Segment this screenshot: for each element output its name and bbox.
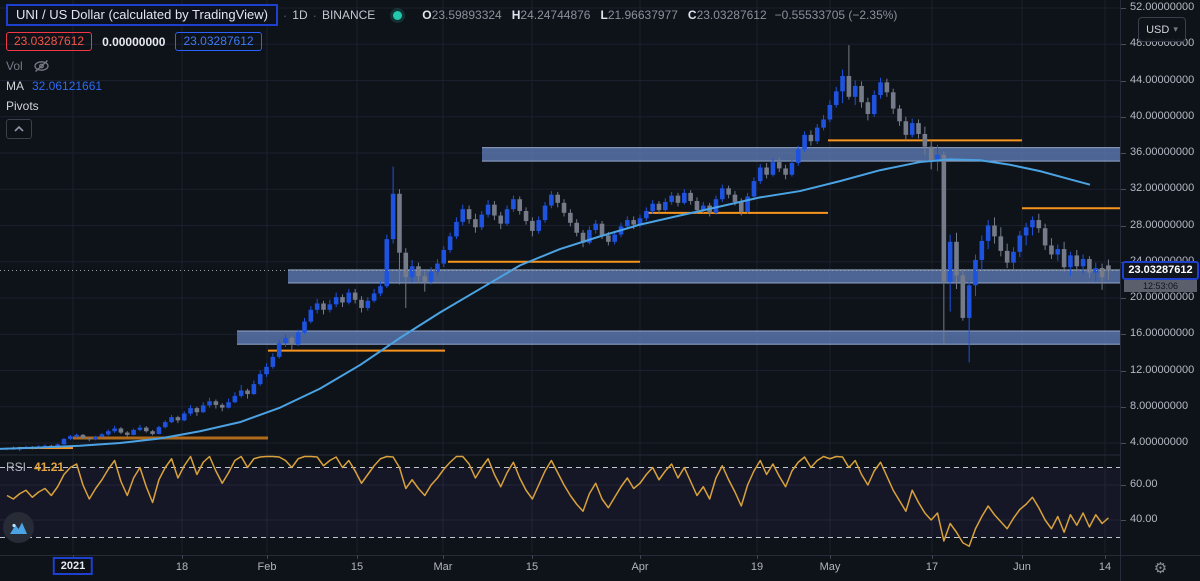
time-label: Feb bbox=[257, 561, 277, 573]
separator-dot: · bbox=[312, 7, 317, 23]
close-value: 23.03287612 bbox=[696, 8, 767, 22]
chart-pane[interactable]: UNI / US Dollar (calculated by TradingVi… bbox=[0, 0, 1120, 555]
price-tick-label: 16.00000000 bbox=[1121, 327, 1194, 339]
rsi-tick-label: 60.00 bbox=[1121, 478, 1158, 490]
time-label: 15 bbox=[350, 561, 364, 573]
market-status-icon[interactable] bbox=[393, 10, 403, 20]
price-tick-label: 4.00000000 bbox=[1121, 436, 1188, 448]
current-price-label[interactable]: 23.03287612 bbox=[1122, 261, 1199, 280]
tradingview-logo-button[interactable] bbox=[3, 512, 34, 543]
price-tick-label: 44.00000000 bbox=[1121, 74, 1194, 86]
close-label: C bbox=[687, 8, 697, 22]
price-axis[interactable]: USD ▾ 52.00000000 48.00000000 44.00000000 4… bbox=[1120, 0, 1200, 555]
sr-zone-bands bbox=[237, 147, 1120, 345]
price-tick-label: 28.00000000 bbox=[1121, 219, 1194, 231]
time-tick-mark bbox=[757, 555, 758, 559]
ma-label: MA bbox=[6, 79, 24, 93]
time-tick-mark bbox=[932, 555, 933, 559]
rsi-tick-label: 40.00 bbox=[1121, 513, 1158, 525]
time-tick-mark bbox=[357, 555, 358, 559]
axis-settings-corner: ⚙ bbox=[1120, 555, 1200, 581]
time-label: 15 bbox=[525, 561, 539, 573]
pivots-label: Pivots bbox=[6, 99, 39, 113]
time-label: Apr bbox=[631, 561, 649, 573]
time-tick-mark bbox=[830, 555, 831, 559]
chevron-down-icon: ▾ bbox=[1173, 24, 1178, 34]
ma-indicator-row[interactable]: MA 32.06121661 bbox=[6, 77, 897, 95]
time-tick-mark bbox=[532, 555, 533, 559]
price-tick-label: 40.00000000 bbox=[1121, 110, 1194, 122]
high-label: H bbox=[511, 8, 521, 22]
eye-hidden-icon[interactable] bbox=[33, 59, 50, 73]
symbol-row: UNI / US Dollar (calculated by TradingVi… bbox=[6, 4, 897, 26]
time-label: May bbox=[819, 561, 841, 573]
rsi-legend[interactable]: RSI 41.21 bbox=[6, 460, 64, 474]
time-axis-separator bbox=[0, 555, 1200, 556]
time-label: 17 bbox=[925, 561, 939, 573]
time-tick-mark bbox=[1105, 555, 1106, 559]
time-label: 14 bbox=[1098, 561, 1112, 573]
time-label: 19 bbox=[750, 561, 764, 573]
chart-legend: UNI / US Dollar (calculated by TradingVi… bbox=[6, 4, 897, 139]
ma-line bbox=[0, 158, 1091, 450]
open-value: 23.59893324 bbox=[431, 8, 502, 22]
mountain-chart-icon bbox=[10, 522, 27, 534]
ohlc-values: O 23.59893324 H 24.24744876 L 21.96637977 C… bbox=[422, 8, 897, 22]
time-tick-mark bbox=[1022, 555, 1023, 559]
currency-label: USD bbox=[1146, 23, 1170, 36]
price-tick-label: 8.00000000 bbox=[1121, 400, 1188, 412]
price-tick-label: 52.00000000 bbox=[1121, 1, 1194, 13]
time-label-highlighted: 2021 bbox=[52, 557, 94, 575]
pivot-lines bbox=[18, 139, 1120, 449]
time-tick-mark bbox=[267, 555, 268, 559]
volume-label: Vol bbox=[6, 59, 23, 73]
time-label: Jun bbox=[1013, 561, 1031, 573]
rsi-value: 41.21 bbox=[34, 460, 65, 474]
exchange-label[interactable]: BINANCE bbox=[321, 8, 376, 22]
high-value: 24.24744876 bbox=[520, 8, 591, 22]
symbol-title[interactable]: UNI / US Dollar (calculated by TradingVi… bbox=[6, 4, 278, 26]
price-tick-label: 20.00000000 bbox=[1121, 291, 1194, 303]
pivots-indicator-row[interactable]: Pivots bbox=[6, 97, 897, 115]
low-label: L bbox=[600, 8, 608, 22]
rsi-line bbox=[6, 455, 1109, 547]
open-label: O bbox=[422, 8, 432, 22]
bar-countdown: 12:53:06 bbox=[1124, 280, 1197, 292]
spread-value: 0.00000000 bbox=[102, 34, 166, 49]
price-tick-label: 32.00000000 bbox=[1121, 182, 1194, 194]
ma-value: 32.06121661 bbox=[32, 79, 103, 93]
chart-canvas[interactable] bbox=[0, 0, 1120, 555]
time-tick-mark bbox=[182, 555, 183, 559]
rsi-label: RSI bbox=[6, 460, 27, 474]
bid-price-box[interactable]: 23.03287612 bbox=[6, 32, 93, 51]
currency-dropdown[interactable]: USD ▾ bbox=[1138, 17, 1186, 42]
price-source-row: 23.03287612 0.00000000 23.03287612 bbox=[6, 32, 897, 51]
separator-dot: · bbox=[282, 7, 288, 23]
time-label: Mar bbox=[433, 561, 453, 573]
price-tick-label: 12.00000000 bbox=[1121, 364, 1194, 376]
time-label: 18 bbox=[175, 561, 189, 573]
rsi-pane-layer bbox=[0, 455, 1120, 547]
interval-label[interactable]: 1D bbox=[292, 8, 308, 22]
time-axis[interactable]: 2021 18 Feb 15 Mar 15 Apr 19 May 17 Jun 14 bbox=[0, 555, 1120, 581]
ask-price-box[interactable]: 23.03287612 bbox=[175, 32, 262, 51]
time-tick-mark bbox=[640, 555, 641, 559]
low-value: 21.96637977 bbox=[607, 8, 678, 22]
time-tick-mark bbox=[443, 555, 444, 559]
collapse-legend-button[interactable] bbox=[6, 119, 32, 139]
change-value: −0.55533705 (−2.35%) bbox=[774, 8, 898, 22]
volume-indicator-row[interactable]: Vol bbox=[6, 57, 897, 75]
price-tick-label: 36.00000000 bbox=[1121, 146, 1194, 158]
gear-icon[interactable]: ⚙ bbox=[1153, 558, 1168, 577]
